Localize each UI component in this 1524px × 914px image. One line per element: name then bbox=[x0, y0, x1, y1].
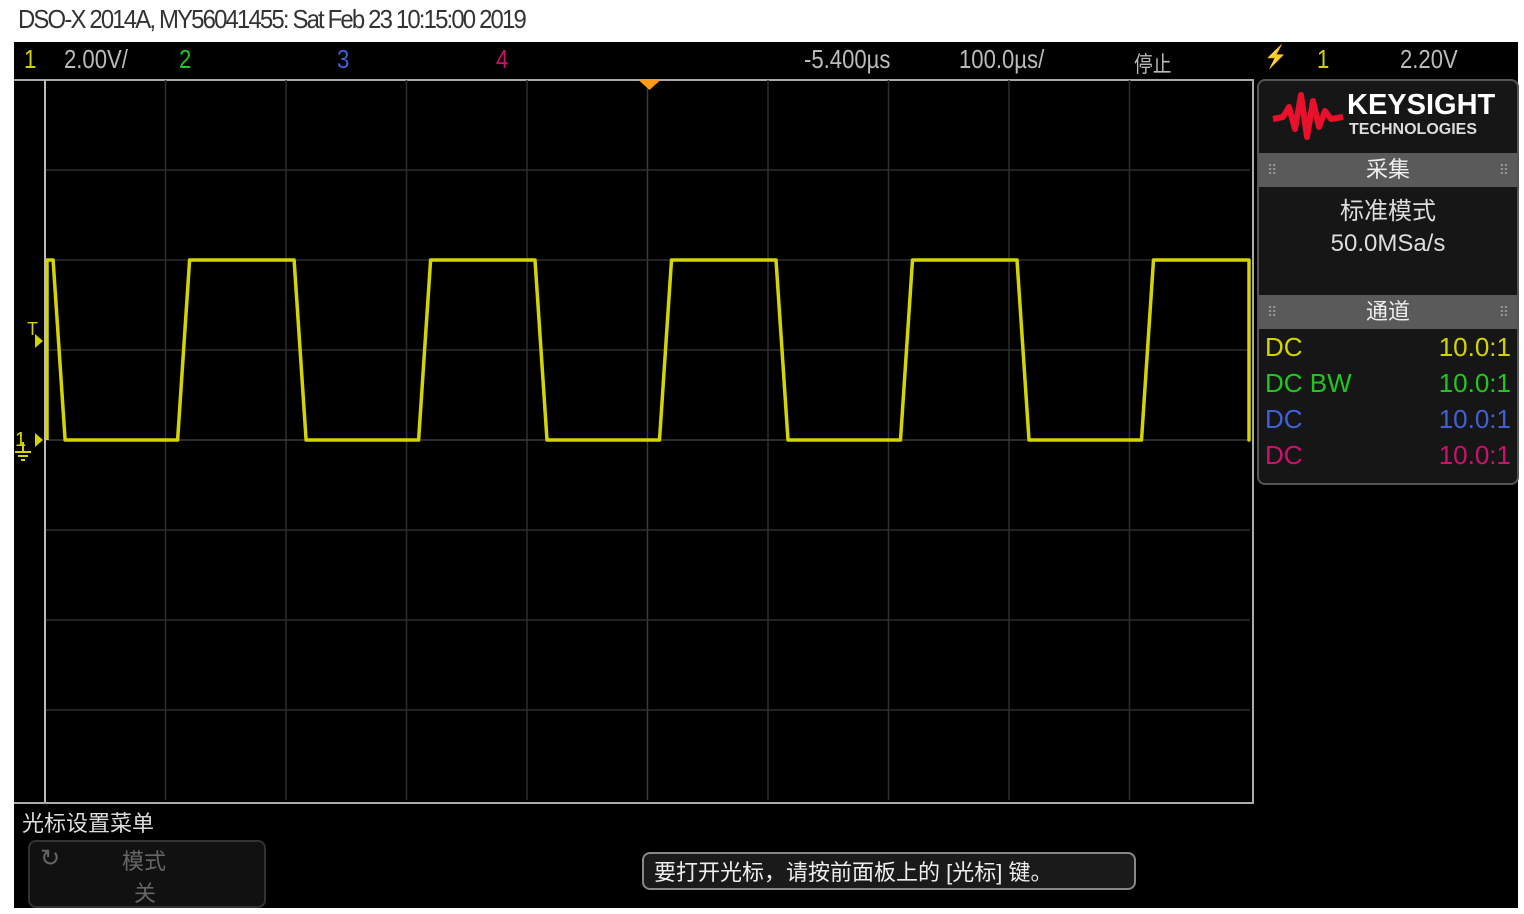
waveform-display: T1 bbox=[15, 80, 1251, 802]
coupling: DC bbox=[1265, 404, 1303, 434]
status-bar: 1 2.00V/ 2 3 4 -5.400µs 100.0µs/ 停止 ⚡ 1 … bbox=[14, 42, 1518, 78]
trigger-level[interactable]: 2.20V bbox=[1400, 44, 1458, 74]
acquisition-info: 标准模式 50.0MSa/s bbox=[1259, 187, 1517, 295]
ch3-label[interactable]: 3 bbox=[337, 44, 350, 74]
acquisition-header-label: 采集 bbox=[1365, 157, 1410, 182]
sample-rate: 50.0MSa/s bbox=[1330, 230, 1446, 257]
keysight-wave-icon bbox=[1272, 92, 1344, 140]
menu-title: 光标设置菜单 bbox=[22, 811, 155, 836]
probe-ratio: 10.0:1 bbox=[1438, 440, 1511, 470]
softkey-value: 关 bbox=[134, 881, 157, 906]
window-title: DSO-X 2014A, MY56041455: Sat Feb 23 10:1… bbox=[18, 4, 527, 34]
brand-name: KEYSIGHT bbox=[1347, 89, 1496, 121]
ground-marker-label: 1 bbox=[15, 429, 26, 451]
channel-row-3: DC 10.0:1 bbox=[1259, 401, 1517, 437]
horizontal-delay[interactable]: -5.400µs bbox=[804, 44, 891, 74]
graticule bbox=[14, 79, 1254, 804]
ch1-scale[interactable]: 2.00V/ bbox=[64, 44, 128, 74]
side-panel: KEYSIGHT TECHNOLOGIES ⠿ 采集 ⠿ 标准模式 50.0MS… bbox=[1257, 79, 1519, 485]
brand-sub: TECHNOLOGIES bbox=[1349, 121, 1478, 138]
ch4-label[interactable]: 4 bbox=[496, 44, 509, 74]
rising-edge-icon: ⚡ bbox=[1264, 44, 1288, 69]
ch2-label[interactable]: 2 bbox=[179, 44, 192, 74]
coupling: DC bbox=[1265, 440, 1303, 470]
run-state: 停止 bbox=[1134, 52, 1172, 77]
grip-icon: ⠿ bbox=[1267, 304, 1278, 320]
coupling: DC BW bbox=[1265, 368, 1352, 398]
timebase[interactable]: 100.0µs/ bbox=[959, 44, 1045, 74]
info-message: 要打开光标，请按前面板上的 [光标] 键。 bbox=[642, 852, 1136, 890]
channel-row-2: DC BW 10.0:1 bbox=[1259, 365, 1517, 401]
ground-marker bbox=[35, 433, 43, 447]
grip-icon: ⠿ bbox=[1498, 162, 1509, 178]
channels-header[interactable]: ⠿ 通道 ⠿ bbox=[1259, 295, 1517, 329]
grip-icon: ⠿ bbox=[1267, 162, 1278, 178]
ch1-label[interactable]: 1 bbox=[24, 44, 37, 74]
acq-mode: 标准模式 bbox=[1340, 198, 1436, 225]
keysight-logo: KEYSIGHT TECHNOLOGIES bbox=[1259, 81, 1517, 153]
trigger-level-label: T bbox=[27, 319, 38, 339]
softkey-label: 模式 bbox=[122, 849, 167, 874]
trigger-position-marker bbox=[638, 80, 661, 90]
ground-icon bbox=[15, 442, 31, 461]
ch1-trace bbox=[45, 258, 1251, 442]
probe-ratio: 10.0:1 bbox=[1438, 332, 1511, 362]
coupling: DC bbox=[1265, 332, 1303, 362]
grip-icon: ⠿ bbox=[1498, 304, 1509, 320]
rotate-knob-icon: ↻ bbox=[40, 845, 61, 872]
channel-row-4: DC 10.0:1 bbox=[1259, 437, 1517, 473]
trigger-source[interactable]: 1 bbox=[1317, 44, 1330, 74]
acquisition-header[interactable]: ⠿ 采集 ⠿ bbox=[1259, 153, 1517, 187]
channel-row-1: DC 10.0:1 bbox=[1259, 329, 1517, 365]
trigger-level-marker bbox=[35, 334, 43, 348]
mode-softkey[interactable]: ↻ 模式 关 bbox=[28, 840, 266, 908]
channels-header-label: 通道 bbox=[1365, 299, 1410, 324]
scope-screen: 1 2.00V/ 2 3 4 -5.400µs 100.0µs/ 停止 ⚡ 1 … bbox=[14, 42, 1519, 908]
probe-ratio: 10.0:1 bbox=[1438, 368, 1511, 398]
probe-ratio: 10.0:1 bbox=[1438, 404, 1511, 434]
